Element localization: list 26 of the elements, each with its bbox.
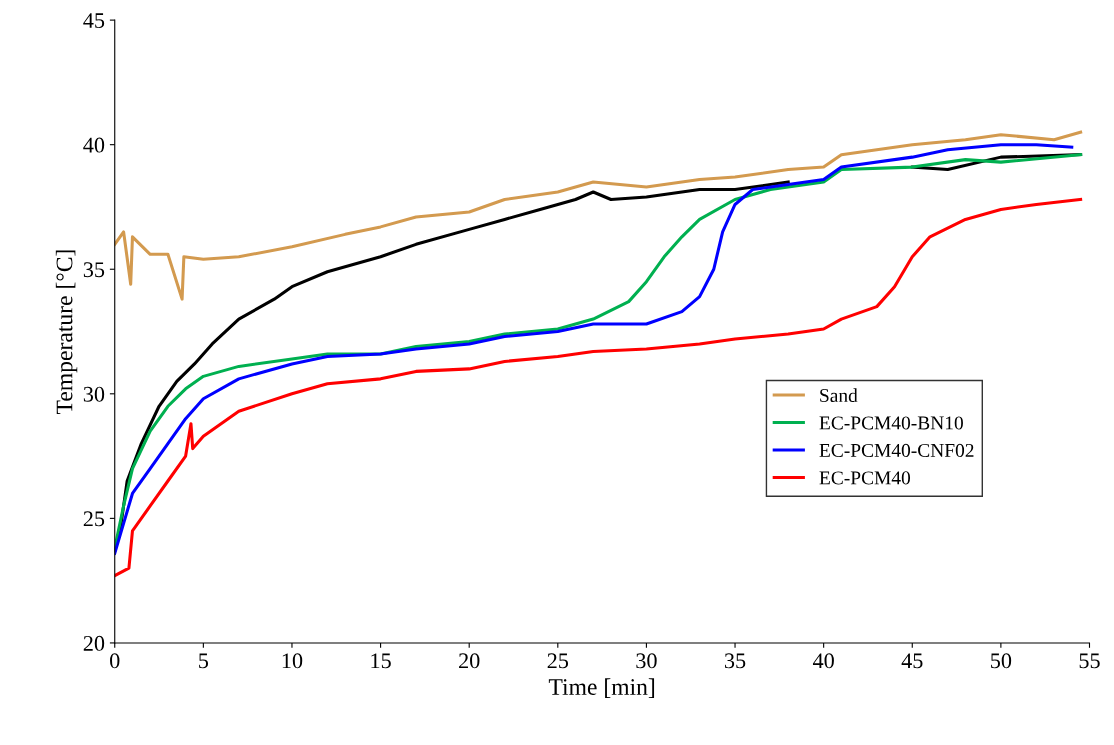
x-tick-label: 10 [282, 653, 303, 669]
line-series [114, 197, 1083, 578]
x-axis-title: Time [min] [548, 678, 655, 698]
y-tick-label: 45 [83, 13, 105, 29]
x-tick-label: 35 [724, 653, 746, 669]
x-tick-label: 5 [199, 653, 209, 669]
y-tick-label: 35 [83, 262, 105, 278]
legend-label: Sand [820, 388, 858, 403]
y-tick-label: 30 [83, 386, 105, 402]
y-tick-label: 40 [83, 137, 105, 153]
legend-label: EC-PCM40-BN10 [819, 416, 963, 430]
x-tick-label: 45 [901, 653, 923, 669]
x-tick-label: 0 [110, 653, 120, 669]
line-series [114, 130, 1083, 301]
x-tick-label: 40 [812, 653, 834, 669]
x-tick-label: 50 [991, 653, 1012, 669]
x-tick-label: 30 [636, 653, 657, 669]
x-tick-label: 15 [371, 653, 391, 669]
legend-label: EC-PCM40-CNF02 [819, 443, 974, 457]
legend-label: EC-PCM40 [819, 471, 911, 485]
x-tick-label: 55 [1079, 653, 1100, 669]
y-axis-title: Temperature [°C] [55, 250, 78, 414]
y-tick-label: 20 [83, 635, 105, 651]
x-tick-label: 20 [459, 653, 480, 669]
y-tick-label: 25 [83, 511, 105, 527]
x-tick-label: 25 [547, 653, 569, 669]
